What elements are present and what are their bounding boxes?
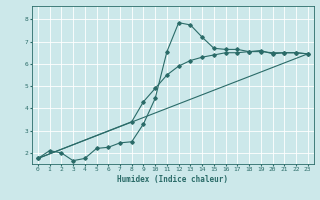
X-axis label: Humidex (Indice chaleur): Humidex (Indice chaleur): [117, 175, 228, 184]
